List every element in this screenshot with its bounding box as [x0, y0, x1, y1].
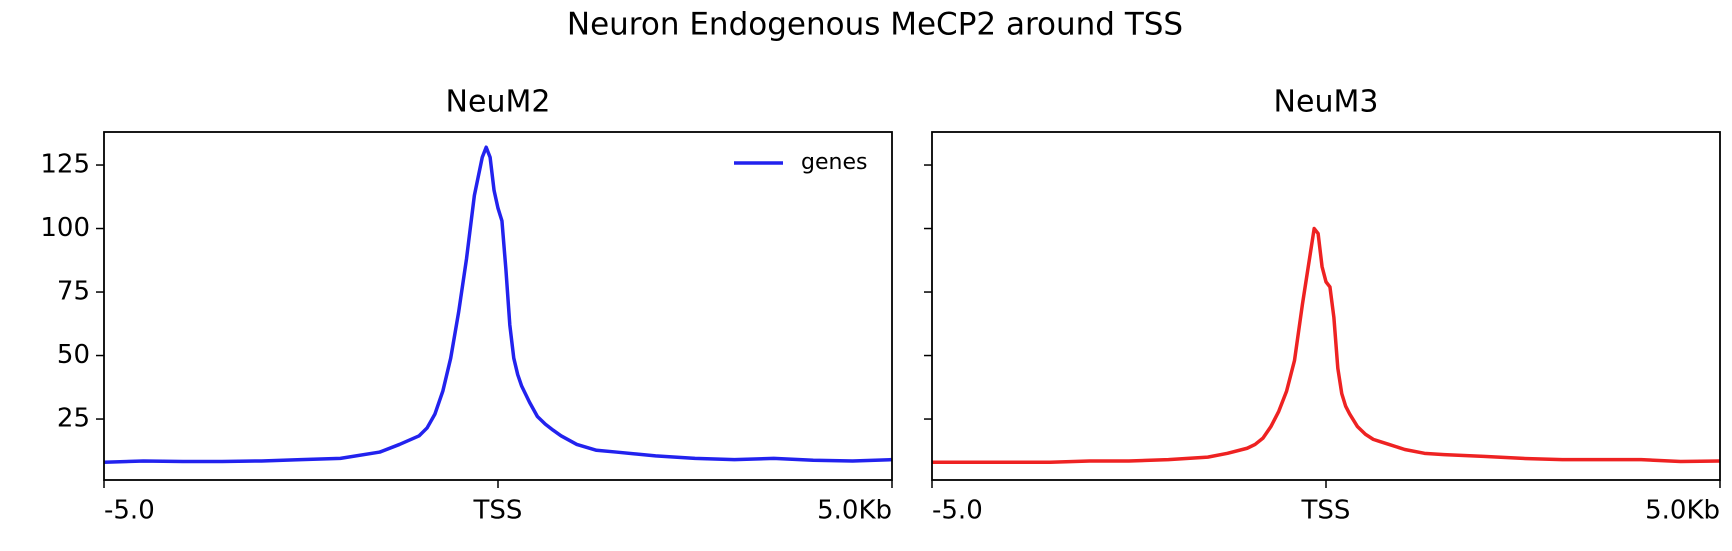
x-tick-label: -5.0	[932, 496, 983, 526]
data-line	[103, 145, 893, 464]
data-line	[932, 226, 1721, 464]
x-tick-label: TSS	[473, 496, 523, 526]
subplot-title: NeuM2	[446, 85, 551, 120]
x-tick-label: TSS	[1301, 496, 1351, 526]
x-tick-label: -5.0	[104, 496, 155, 526]
subplot-title: NeuM3	[1274, 85, 1379, 120]
y-tick-label: 100	[40, 213, 90, 243]
x-tick-label: 5.0Kb	[1645, 496, 1720, 526]
x-tick-label: 5.0Kb	[817, 496, 892, 526]
y-tick-label: 50	[57, 340, 90, 370]
y-tick-label: 75	[57, 277, 90, 307]
legend-label: genes	[801, 150, 867, 175]
plot-frame	[931, 131, 1721, 481]
figure-title: Neuron Endogenous MeCP2 around TSS	[567, 7, 1183, 43]
y-tick-label: 25	[57, 404, 90, 434]
y-tick-label: 125	[40, 150, 90, 180]
plot-frame	[103, 131, 893, 481]
